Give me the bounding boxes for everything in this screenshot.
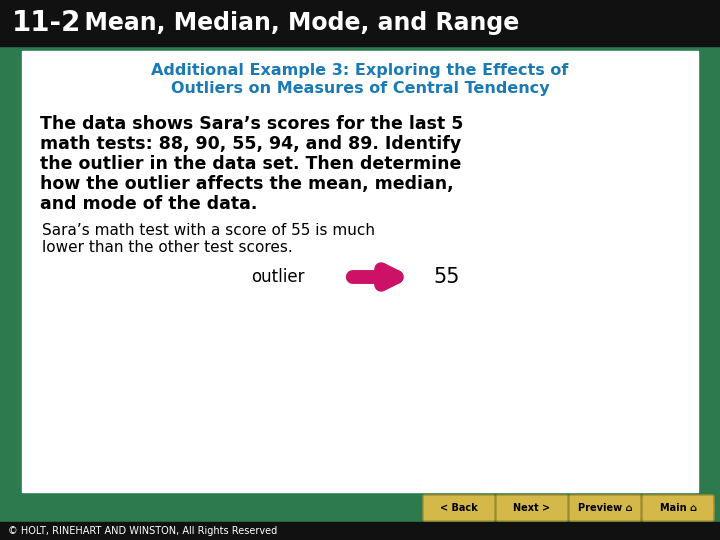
Bar <box>0 522 720 540</box>
Text: 55: 55 <box>433 267 459 287</box>
Text: Main ⌂: Main ⌂ <box>660 503 696 513</box>
Text: © HOLT, RINEHART AND WINSTON, All Rights Reserved: © HOLT, RINEHART AND WINSTON, All Rights… <box>8 526 277 536</box>
Text: Outliers on Measures of Central Tendency: Outliers on Measures of Central Tendency <box>171 81 549 96</box>
Text: < Back: < Back <box>440 503 478 513</box>
Text: The data shows Sara’s scores for the last 5: The data shows Sara’s scores for the las… <box>40 115 464 133</box>
Text: math tests: 88, 90, 55, 94, and 89. Identify: math tests: 88, 90, 55, 94, and 89. Iden… <box>40 135 462 153</box>
Text: lower than the other test scores.: lower than the other test scores. <box>42 240 293 255</box>
Text: outlier: outlier <box>251 268 305 286</box>
FancyBboxPatch shape <box>569 495 641 521</box>
Text: 11-2: 11-2 <box>12 9 81 37</box>
Text: Sara’s math test with a score of 55 is much: Sara’s math test with a score of 55 is m… <box>42 223 375 238</box>
Text: how the outlier affects the mean, median,: how the outlier affects the mean, median… <box>40 175 454 193</box>
Text: and mode of the data.: and mode of the data. <box>40 195 257 213</box>
Text: Next >: Next > <box>513 503 551 513</box>
FancyBboxPatch shape <box>496 495 568 521</box>
Bar <box>22 51 698 492</box>
Text: the outlier in the data set. Then determine: the outlier in the data set. Then determ… <box>40 155 462 173</box>
Bar <box>0 0 720 46</box>
Text: Additional Example 3: Exploring the Effects of: Additional Example 3: Exploring the Effe… <box>151 63 569 78</box>
FancyBboxPatch shape <box>423 495 495 521</box>
FancyBboxPatch shape <box>642 495 714 521</box>
Text: Mean, Median, Mode, and Range: Mean, Median, Mode, and Range <box>68 11 519 35</box>
Text: Preview ⌂: Preview ⌂ <box>577 503 632 513</box>
